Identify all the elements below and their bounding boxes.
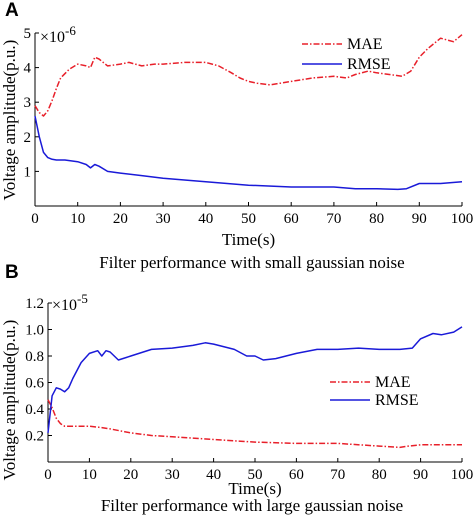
chart-panel-b: B 0 10 20 30 40 50 60 70 80 90 100 0.2 0.4 0.6 0.8 1.0 1.… [0,262,473,515]
panel-caption: Filter performance with large gaussian n… [101,496,403,515]
x-tick-label: 40 [206,467,221,483]
y-tick-label: 0.2 [25,429,44,445]
x-tick-label: 30 [156,211,171,227]
y-tick-label: 0.4 [25,402,44,418]
series-line-mae [47,399,462,449]
x-axis-title: Time(s) [228,479,281,498]
legend-label-rmse: RMSE [347,56,391,73]
x-tick-label: 20 [113,211,128,227]
y-multiplier: ×10-5 [52,291,88,314]
y-axis-title: Voltage amplitude(p.u.) [0,40,19,201]
x-tick-label: 50 [248,467,263,483]
x-tick-label: 100 [451,467,474,483]
y-tick-label: 0.6 [25,376,44,392]
x-tick-label: 70 [326,211,341,227]
series-line-mae [34,34,463,117]
series-line-rmse [47,326,463,433]
x-tick-label: 90 [413,467,428,483]
y-axis-title: Voltage amplitude(p.u.) [0,320,19,481]
x-axis-title: Time(s) [222,230,275,249]
legend-label-mae: MAE [375,374,411,391]
legend-label-rmse: RMSE [375,392,419,409]
y-multiplier: ×10-6 [40,23,76,46]
x-tick-label: 80 [369,211,384,227]
x-tick-label: 100 [451,211,474,227]
x-tick-label: 10 [70,211,85,227]
x-tick-label: 90 [412,211,427,227]
x-tick-label: 40 [198,211,213,227]
panel-letter: A [5,0,19,21]
y-tick-label: 0.8 [25,349,44,365]
y-tick-label: 4 [24,61,32,77]
y-tick-label: 2 [24,130,32,146]
x-tick-label: 80 [372,467,387,483]
series-line-rmse [34,115,463,191]
x-tick-label: 60 [284,211,299,227]
y-tick-label: 1.2 [25,296,44,312]
panel-caption: Filter performance with small gaussian n… [99,253,404,272]
x-tick-label: 0 [44,467,52,483]
y-tick-label: 5 [24,26,32,42]
x-tick-label: 0 [31,211,39,227]
y-tick-label: 3 [24,95,32,111]
panel-letter: B [5,262,19,283]
x-tick-label: 60 [289,467,304,483]
x-tick-label: 70 [330,467,345,483]
x-tick-label: 30 [165,467,180,483]
x-tick-label: 20 [123,467,138,483]
legend-label-mae: MAE [347,36,383,53]
x-tick-label: 10 [82,467,97,483]
chart-panel-a: A 0 10 20 30 40 50 60 70 80 90 100 1 2 3 4 5 ×10-6 Time(s)… [0,0,473,272]
y-tick-label: 1.0 [25,323,44,339]
y-tick-label: 1 [24,164,32,180]
x-tick-label: 50 [241,211,256,227]
